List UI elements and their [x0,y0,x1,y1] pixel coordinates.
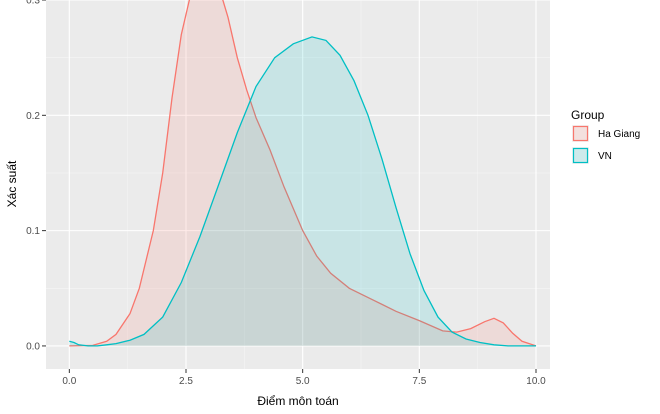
density-area [69,36,537,346]
x-axis-title: Điểm môn toán [257,394,338,408]
legend-title: Group [571,108,605,122]
legend: Group Ha Giang VN [571,108,640,164]
panel-background [46,0,550,369]
density-line [69,36,536,347]
x-tick-label: 5.0 [296,376,310,387]
x-tick-label: 7.5 [412,376,426,387]
legend-key [572,147,589,164]
x-tick-label: 10.0 [526,376,546,387]
legend-label: Ha Giang [598,129,640,140]
density-line [69,0,537,347]
x-axis-ticks: 0.0 2.5 5.0 7.5 10.0 [62,369,546,387]
y-tick-label: 0.3 [26,0,40,7]
legend-key-background [572,125,589,142]
y-tick-label: 0.2 [26,111,40,122]
x-tick-label: 2.5 [179,376,193,387]
legend-key [572,125,589,142]
density-area [69,0,536,346]
minor-gridlines [46,0,550,369]
x-tick-label: 0.0 [62,376,76,387]
series-layer [69,0,537,347]
legend-label: VN [598,151,612,162]
legend-key-background [572,147,589,164]
legend-items: Ha Giang VN [572,125,640,164]
major-gridlines [46,0,550,369]
y-tick-label: 0.1 [26,226,40,237]
y-axis-ticks: 0.0 0.1 0.2 0.3 [26,0,46,352]
y-tick-label: 0.0 [26,341,40,352]
y-axis-title: Xác suất [5,160,19,207]
